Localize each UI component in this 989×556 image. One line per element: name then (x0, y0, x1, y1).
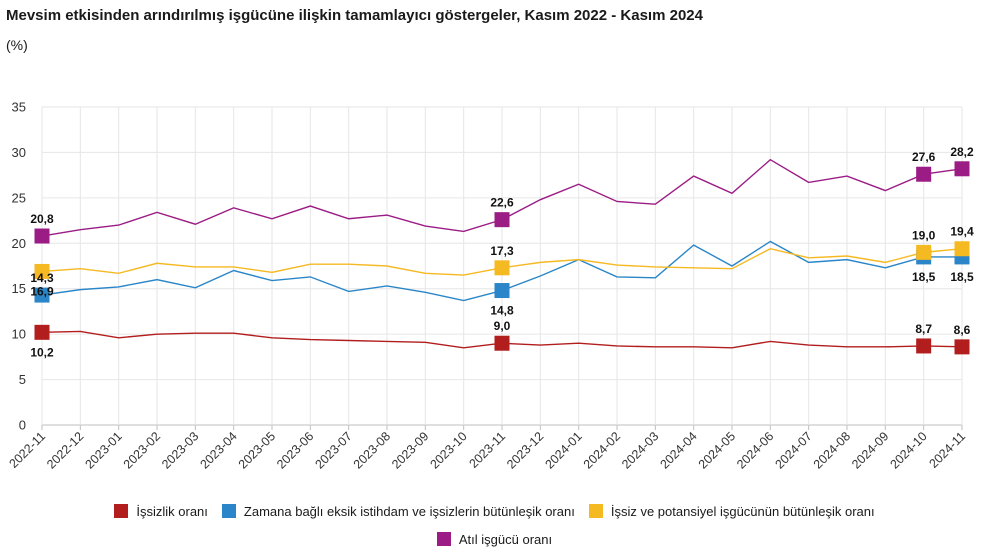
legend-item-issizlik[interactable]: İşsizlik oranı (114, 504, 208, 519)
x-tick-label: 2023-07 (312, 429, 354, 471)
data-label: 19,0 (912, 228, 936, 242)
y-tick-label: 20 (12, 236, 26, 251)
data-label: 17,3 (490, 244, 514, 258)
x-tick-label: 2023-02 (121, 429, 163, 471)
x-tick-label: 2022-11 (6, 429, 48, 471)
data-label: 28,2 (950, 145, 974, 159)
y-tick-label: 15 (12, 281, 26, 296)
x-tick-label: 2024-07 (772, 429, 814, 471)
chart-legend: İşsizlik oranı Zamana bağlı eksik istihd… (0, 500, 989, 556)
y-tick-label: 25 (12, 190, 26, 205)
data-point-marker (34, 287, 50, 303)
x-tick-label: 2023-01 (82, 429, 124, 471)
data-label: 16,9 (30, 284, 54, 298)
legend-label: İşsizlik oranı (136, 503, 208, 519)
legend-label: İşsiz ve potansiyel işgücünün bütünleşik… (610, 503, 875, 519)
x-tick-label: 2023-11 (466, 429, 508, 471)
x-tick-label: 2024-01 (542, 429, 584, 471)
x-tick-label: 2024-10 (887, 429, 929, 471)
data-point-marker (954, 161, 970, 177)
x-tick-label: 2024-02 (581, 429, 623, 471)
x-tick-label: 2023-12 (504, 429, 546, 471)
x-tick-label: 2024-09 (849, 429, 891, 471)
data-label: 8,6 (954, 323, 971, 337)
data-point-marker (954, 339, 970, 355)
chart-unit-label: (%) (6, 37, 28, 53)
legend-row-2: Atıl işgücü oranı (0, 528, 989, 550)
data-point-marker (34, 228, 50, 244)
data-point-marker (916, 338, 932, 354)
data-point-marker (494, 260, 510, 276)
y-tick-label: 5 (19, 372, 26, 387)
legend-swatch (588, 504, 603, 518)
x-tick-label: 2023-03 (159, 429, 201, 471)
legend-label: Atıl işgücü oranı (458, 531, 553, 547)
data-label: 8,7 (915, 322, 932, 336)
legend-swatch (221, 504, 236, 518)
chart-title: Mevsim etkisinden arındırılmış işgücüne … (6, 7, 703, 24)
x-tick-label: 2024-03 (619, 429, 661, 471)
data-point-marker (916, 244, 932, 260)
data-label: 18,5 (950, 270, 974, 284)
y-tick-label: 30 (12, 145, 26, 160)
legend-item-potansiyel[interactable]: İşsiz ve potansiyel işgücünün bütünleşik… (588, 503, 875, 519)
legend-item-zamana-bagli[interactable]: Zamana bağlı eksik istihdam ve işsizleri… (221, 503, 575, 519)
x-tick-label: 2023-09 (389, 429, 431, 471)
data-point-marker (494, 335, 510, 351)
data-point-marker (494, 212, 510, 228)
data-label: 19,4 (950, 225, 974, 239)
x-tick-label: 2024-04 (657, 429, 699, 471)
data-label: 9,0 (494, 319, 511, 333)
x-tick-label: 2023-08 (351, 429, 393, 471)
legend-swatch (436, 532, 451, 546)
data-point-marker (916, 166, 932, 182)
legend-item-atil[interactable]: Atıl işgücü oranı (436, 531, 553, 547)
y-tick-label: 0 (19, 418, 26, 433)
data-label: 14,3 (30, 271, 54, 285)
x-tick-label: 2023-05 (236, 429, 278, 471)
x-tick-label: 2024-05 (696, 429, 738, 471)
legend-label: Zamana bağlı eksik istihdam ve işsizleri… (243, 503, 575, 519)
x-tick-label: 2024-06 (734, 429, 776, 471)
data-label: 27,6 (912, 150, 936, 164)
data-point-marker (494, 283, 510, 299)
x-tick-label: 2023-10 (427, 429, 469, 471)
legend-row-1: İşsizlik oranı Zamana bağlı eksik istihd… (0, 500, 989, 522)
legend-swatch (114, 504, 129, 518)
data-point-marker (954, 241, 970, 257)
y-tick-label: 10 (12, 327, 26, 342)
data-label: 14,8 (490, 304, 514, 318)
x-tick-label: 2022-12 (44, 429, 86, 471)
data-point-marker (34, 263, 50, 279)
y-tick-label: 35 (12, 100, 26, 115)
data-point-marker (34, 324, 50, 340)
x-tick-label: 2023-04 (197, 429, 239, 471)
data-label: 18,5 (912, 270, 936, 284)
data-label: 20,8 (30, 212, 54, 226)
x-tick-label: 2023-06 (274, 429, 316, 471)
data-label: 10,2 (30, 345, 54, 359)
x-tick-label: 2024-08 (811, 429, 853, 471)
x-tick-label: 2024-11 (926, 429, 968, 471)
data-label: 22,6 (490, 196, 514, 210)
